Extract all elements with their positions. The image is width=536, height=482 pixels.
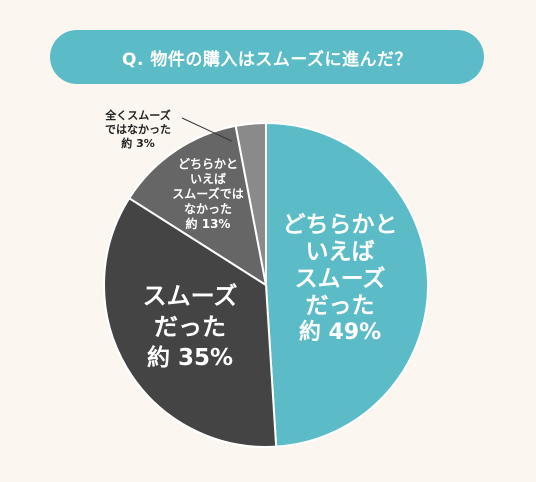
slice-value-label: 約 35% [147,344,233,371]
slice-value-label: 約 49% [299,319,381,345]
slice-label-line: なかった [184,202,232,216]
chart-title: Q. 物件の購入はスムーズに進んだ？ [122,49,412,70]
title-banner: Q. 物件の購入はスムーズに進んだ？ [50,30,484,84]
slice-label-line: スムーズ [295,265,386,292]
slice-label-line: どちらかと [178,157,238,171]
slice-label-line: いえば [190,171,226,186]
slice-smooth [103,196,278,448]
pie-slices [103,121,429,448]
slice-label-line: どちらかと [283,212,398,238]
slice-label-line: 全くスムーズ [104,108,170,122]
slice-mostly-smooth [265,121,429,448]
slice-label-line: スムーズでは [172,186,243,201]
slice-label-line: いえば [306,239,375,265]
slice-label-line: ではなかった [105,123,171,136]
slice-not-smooth [234,121,267,286]
slice-label-line: だった [154,313,226,341]
slice-label-line: だった [306,293,375,319]
slice-value-label: 約 3% [121,136,155,150]
slice-mostly-not-smooth [127,124,268,288]
slice-label-line: スムーズ [143,282,238,310]
slice-value-label: 約 13% [186,216,231,231]
leader-line [181,117,232,142]
